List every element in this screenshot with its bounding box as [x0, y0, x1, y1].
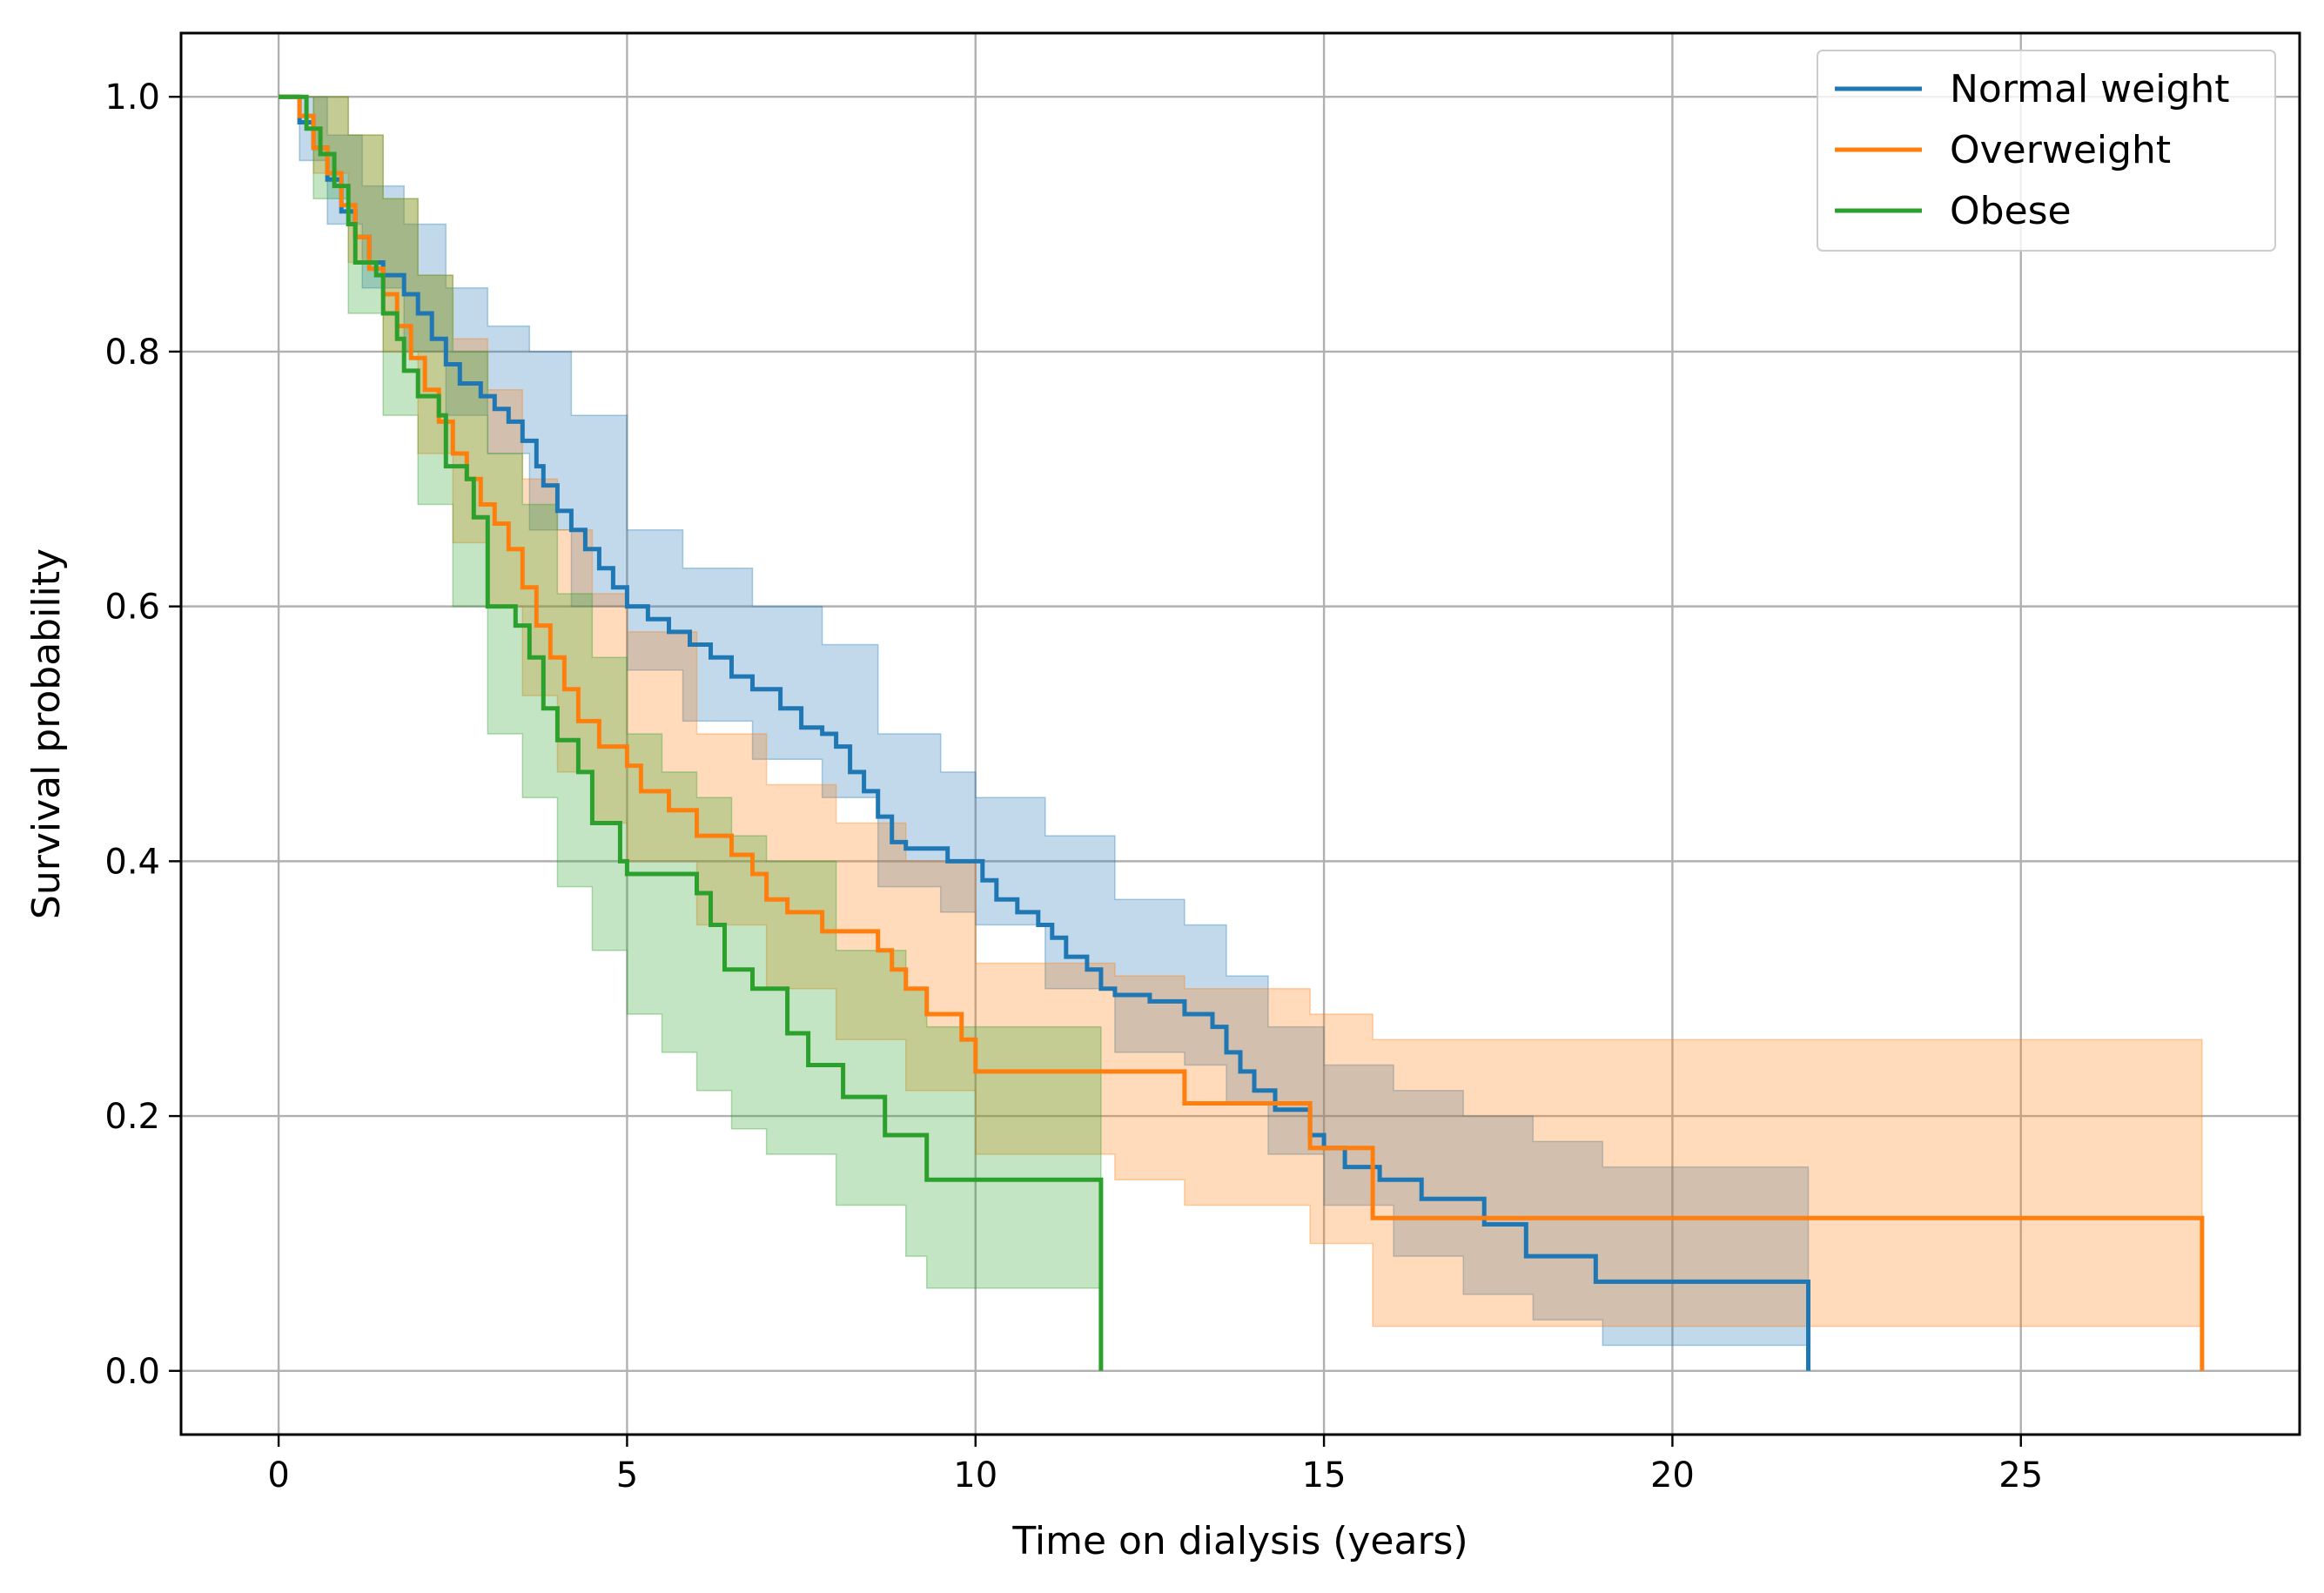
plot-frame	[179, 31, 2301, 1436]
legend: Normal weight Overweight Obese	[1817, 50, 2276, 252]
y-tick-label: 0.8	[104, 333, 160, 373]
x-tick-label: 20	[1650, 1455, 1695, 1496]
legend-label-overweight: Overweight	[1950, 128, 2171, 172]
ci-band-normal-weight	[279, 96, 1810, 1347]
y-axis-ticks: 0.0 0.2 0.4 0.6 0.8 1.0	[104, 77, 181, 1392]
x-axis-label: Time on dialysis (years)	[1011, 1519, 1468, 1563]
x-tick-label: 10	[953, 1455, 997, 1496]
series-line-obese	[279, 94, 1104, 1371]
series-line-normal-weight	[279, 94, 1810, 1371]
x-tick-label: 15	[1302, 1455, 1347, 1496]
legend-label-normal-weight: Normal weight	[1950, 67, 2230, 111]
legend-label-obese: Obese	[1950, 189, 2072, 233]
x-axis-ticks: 0 5 10 15 20 25	[267, 1435, 2043, 1496]
y-axis-label: Survival probability	[24, 548, 69, 919]
y-tick-label: 0.6	[104, 588, 160, 628]
x-tick-label: 25	[1998, 1455, 2043, 1496]
x-tick-label: 0	[267, 1455, 289, 1496]
grid-layer	[181, 33, 2300, 1435]
y-tick-label: 0.4	[104, 842, 160, 882]
survival-curves	[279, 94, 2205, 1371]
legend-box	[1817, 50, 2276, 252]
legend-entries: Normal weight Overweight Obese	[1835, 67, 2230, 233]
y-tick-label: 1.0	[104, 77, 160, 118]
y-tick-label: 0.2	[104, 1097, 160, 1137]
y-tick-label: 0.0	[104, 1352, 160, 1392]
x-tick-label: 5	[616, 1455, 638, 1496]
confidence-bands	[279, 96, 2203, 1347]
series-line-overweight	[279, 94, 2205, 1371]
